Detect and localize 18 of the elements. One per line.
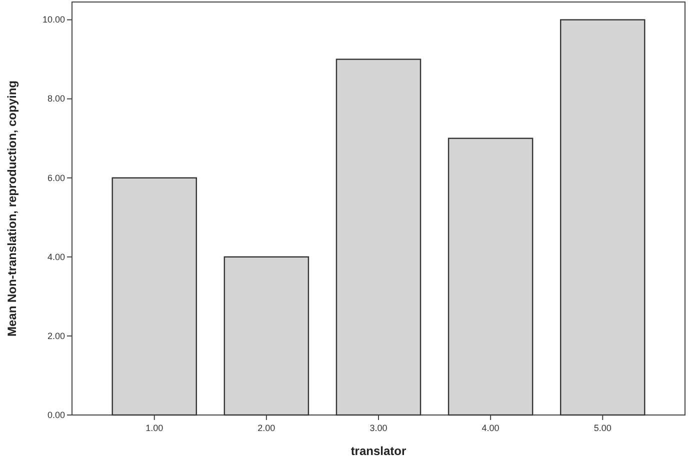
x-tick-label: 1.00 <box>146 423 164 433</box>
y-tick-label: 8.00 <box>47 94 65 104</box>
y-tick-label: 2.00 <box>47 330 65 341</box>
x-tick-label: 5.00 <box>594 423 612 433</box>
y-tick-label: 10.00 <box>42 14 65 25</box>
bar <box>224 256 310 416</box>
bar <box>336 58 422 416</box>
bar <box>448 138 534 416</box>
bar <box>112 177 197 416</box>
y-tick-label: 0.00 <box>47 410 65 420</box>
x-tick-label: 4.00 <box>482 423 500 433</box>
x-tick-label: 2.00 <box>258 423 276 433</box>
x-axis-title: translator <box>350 444 406 458</box>
bar <box>560 19 646 416</box>
y-tick-label: 6.00 <box>47 172 65 183</box>
x-tick-label: 3.00 <box>370 423 388 433</box>
y-axis-title: Mean Non-translation, reproduction, copying <box>5 80 19 337</box>
y-tick-label: 4.00 <box>47 252 65 262</box>
